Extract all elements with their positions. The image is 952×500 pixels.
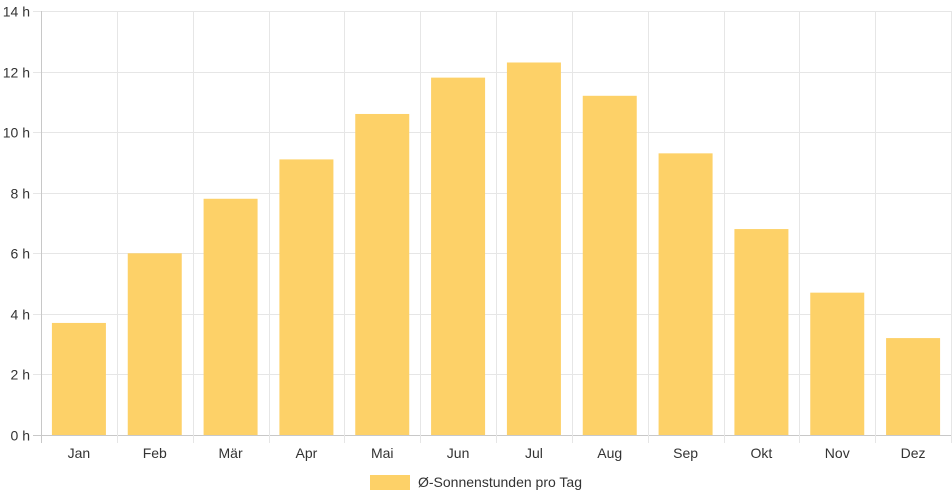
- y-tick-label: 0 h: [11, 428, 30, 444]
- x-tick-label: Jan: [68, 445, 91, 461]
- y-tick-label: 2 h: [11, 367, 30, 383]
- x-tick-label: Mär: [219, 445, 243, 461]
- y-tick-label: 8 h: [11, 186, 30, 202]
- x-tick-label: Feb: [143, 445, 167, 461]
- bar-jan[interactable]: [51, 322, 106, 435]
- bar-mai[interactable]: [355, 113, 410, 435]
- x-tick-label: Dez: [901, 445, 926, 461]
- y-tick-label: 14 h: [3, 4, 30, 20]
- y-axis-ticks: 0 h 2 h 4 h 6 h 8 h 10 h 12 h 14 h: [3, 4, 30, 444]
- legend-label[interactable]: Ø-Sonnenstunden pro Tag: [418, 474, 582, 490]
- bar-feb[interactable]: [127, 253, 182, 435]
- grid-lines: [33, 11, 952, 443]
- x-axis-ticks: Jan Feb Mär Apr Mai Jun Jul Aug Sep Okt Nov Dez: [68, 445, 926, 461]
- bar-okt[interactable]: [734, 229, 789, 435]
- bar-jul[interactable]: [506, 62, 561, 435]
- x-tick-label: Sep: [673, 445, 698, 461]
- y-tick-label: 12 h: [3, 65, 30, 81]
- x-tick-label: Nov: [825, 445, 850, 461]
- bar-dez[interactable]: [886, 338, 941, 435]
- x-tick-label: Jul: [525, 445, 543, 461]
- x-tick-label: Mai: [371, 445, 394, 461]
- x-tick-label: Apr: [296, 445, 318, 461]
- bar-nov[interactable]: [810, 292, 865, 435]
- y-tick-label: 4 h: [11, 307, 30, 323]
- bar-apr[interactable]: [279, 159, 334, 435]
- bars: [51, 62, 941, 436]
- x-tick-label: Aug: [597, 445, 622, 461]
- x-tick-label: Jun: [447, 445, 470, 461]
- bar-sep[interactable]: [658, 153, 713, 436]
- y-tick-label: 10 h: [3, 125, 30, 141]
- legend-swatch[interactable]: [370, 475, 410, 490]
- bar-mär[interactable]: [203, 198, 258, 435]
- legend[interactable]: Ø-Sonnenstunden pro Tag: [370, 474, 582, 490]
- bar-aug[interactable]: [582, 95, 637, 436]
- bar-jun[interactable]: [431, 77, 486, 435]
- y-tick-label: 6 h: [11, 246, 30, 262]
- x-tick-label: Okt: [751, 445, 773, 461]
